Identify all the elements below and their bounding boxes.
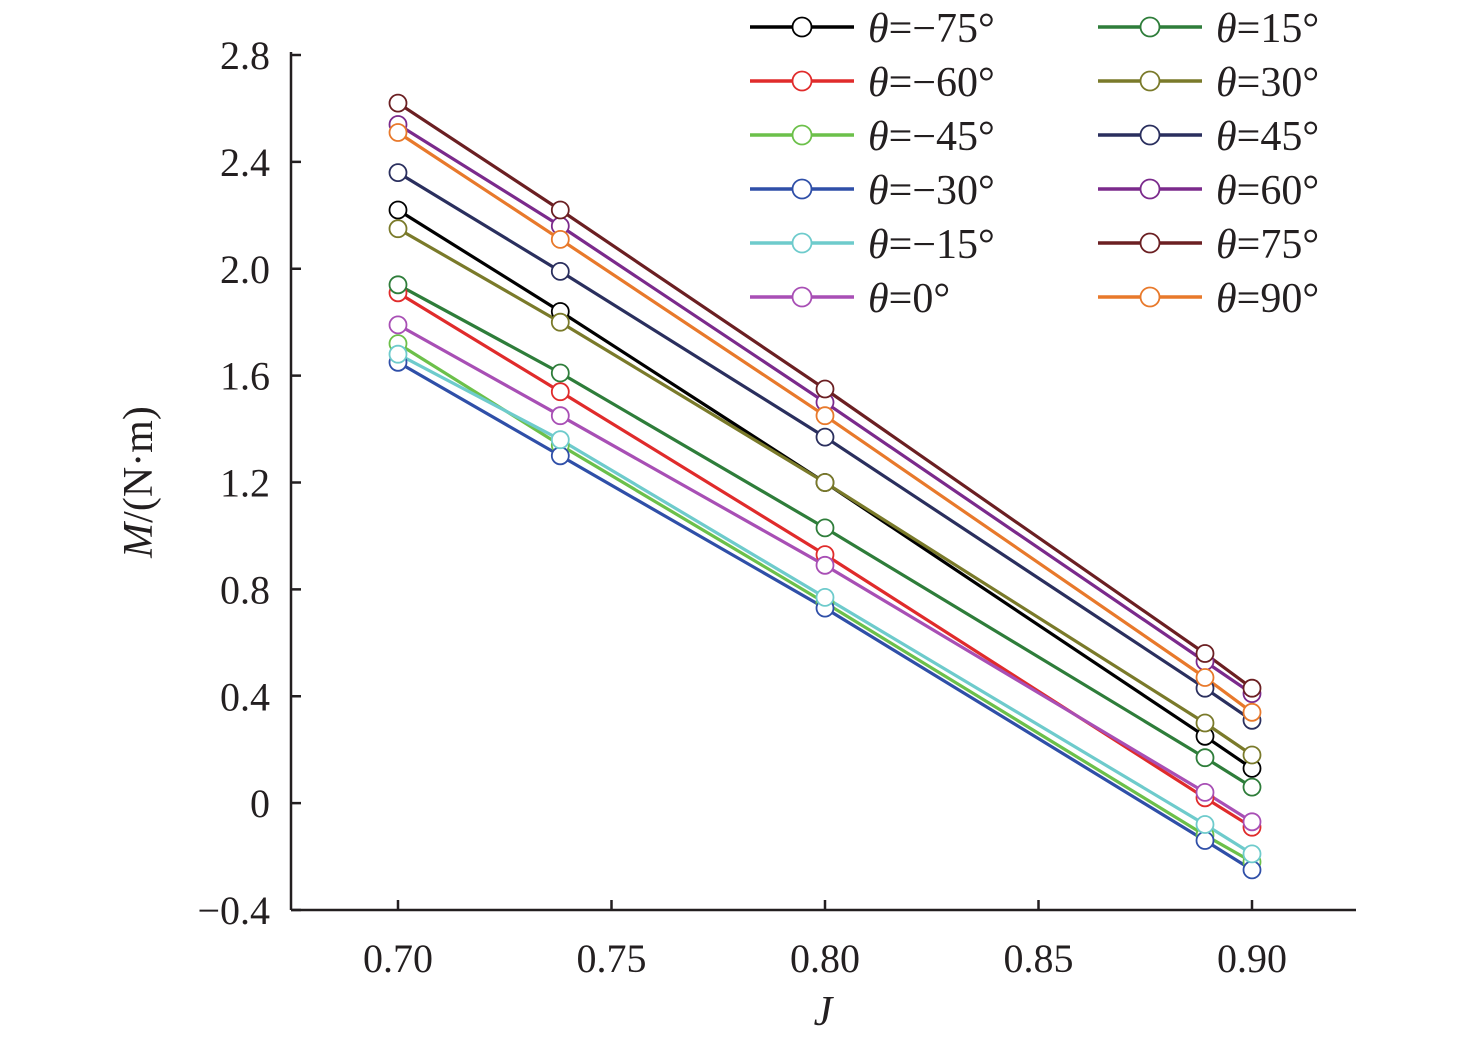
legend-label: θ=−75° [868, 6, 995, 52]
x-tick-label: 0.80 [790, 936, 860, 981]
series-point [1242, 678, 1262, 698]
legend-label: θ=90° [1216, 276, 1319, 322]
series-point [1242, 812, 1262, 832]
legend-marker [791, 178, 813, 200]
y-tick-label: 2.8 [220, 33, 270, 78]
x-tick-label: 0.90 [1217, 936, 1287, 981]
series-point [1195, 644, 1215, 663]
legend-label: θ=45° [1216, 114, 1319, 160]
series-point [1195, 748, 1215, 768]
series-point [1242, 777, 1262, 797]
series-point [815, 473, 835, 492]
axes [289, 52, 1356, 912]
series-points [388, 93, 1262, 880]
series-point [550, 446, 570, 466]
series-point [1195, 815, 1215, 834]
series-point [388, 93, 408, 113]
y-tick-label: −0.4 [197, 888, 270, 933]
series-point [815, 518, 835, 538]
series-point [388, 344, 408, 364]
legend-label: θ=−60° [868, 60, 995, 106]
series-point [1195, 831, 1215, 850]
legend-marker [791, 286, 813, 308]
series-point [388, 200, 408, 220]
y-tick-label: 1.6 [220, 354, 270, 399]
legend-marker [791, 70, 813, 92]
series-point [550, 200, 570, 220]
x-tick-label: 0.70 [363, 936, 433, 981]
legend-marker [791, 16, 813, 38]
legend-marker [1139, 178, 1161, 200]
series-point [815, 406, 835, 426]
series-point [550, 406, 570, 426]
x-tick-label: 0.85 [1004, 936, 1074, 981]
legend-label: θ=60° [1216, 168, 1319, 214]
legend-label: θ=−45° [868, 114, 995, 160]
legend-label: θ=30° [1216, 60, 1319, 106]
y-tick-label: 0.8 [220, 567, 270, 612]
series-point [388, 315, 408, 335]
y-tick-label: 2.4 [220, 140, 270, 185]
legend-marker [791, 232, 813, 254]
legend-marker [1139, 70, 1161, 92]
series-point [388, 123, 408, 142]
y-tick-label: 0.4 [220, 674, 270, 719]
series-point [388, 219, 408, 239]
series-point [815, 427, 835, 447]
y-axis-title-unit: /(N·m) [116, 406, 162, 523]
series-point [388, 163, 408, 183]
series-point [550, 363, 570, 383]
series-point [1195, 713, 1215, 733]
x-tick-label: 0.75 [577, 936, 647, 981]
legend: θ=−75° θ=−60° θ=−45° θ=−30° θ=−15° θ=0° θ=15° θ… [750, 6, 1319, 322]
tick-labels: −0.4 0 0.4 0.8 1.2 1.6 2.0 2.4 2.8 0.70 0.75 0.80 0.… [197, 33, 1287, 981]
series-point [550, 382, 570, 402]
y-tick-label: 1.2 [220, 461, 270, 506]
series-point [550, 261, 570, 281]
x-axis-title: J [814, 989, 835, 1035]
ticks [291, 53, 1254, 912]
series-point [1242, 745, 1262, 765]
legend-label: θ=75° [1216, 222, 1319, 268]
series-point [550, 229, 570, 249]
series-point [1242, 844, 1262, 864]
y-tick-label: 0 [250, 781, 270, 826]
series-point [815, 588, 835, 607]
series-point [388, 275, 408, 295]
y-axis-title: M/(N·m) [116, 406, 162, 559]
series-point [1242, 702, 1262, 722]
series-point [550, 312, 570, 332]
legend-label: θ=−30° [868, 168, 995, 214]
legend-marker [1139, 286, 1161, 308]
legend-marker [1139, 232, 1161, 254]
legend-marker [1139, 16, 1161, 38]
y-tick-label: 2.0 [220, 247, 270, 292]
series-point [550, 430, 570, 450]
legend-marker [1139, 124, 1161, 146]
y-axis-title-symbol: M [116, 521, 162, 559]
series-point [1242, 860, 1262, 880]
series-point [1195, 783, 1215, 802]
legend-marker [791, 124, 813, 146]
legend-label: θ=15° [1216, 6, 1319, 52]
legend-label: θ=0° [868, 276, 950, 322]
legend-label: θ=−15° [868, 222, 995, 268]
series-point [815, 555, 835, 575]
series-point [815, 379, 835, 399]
series-point [1195, 668, 1215, 687]
